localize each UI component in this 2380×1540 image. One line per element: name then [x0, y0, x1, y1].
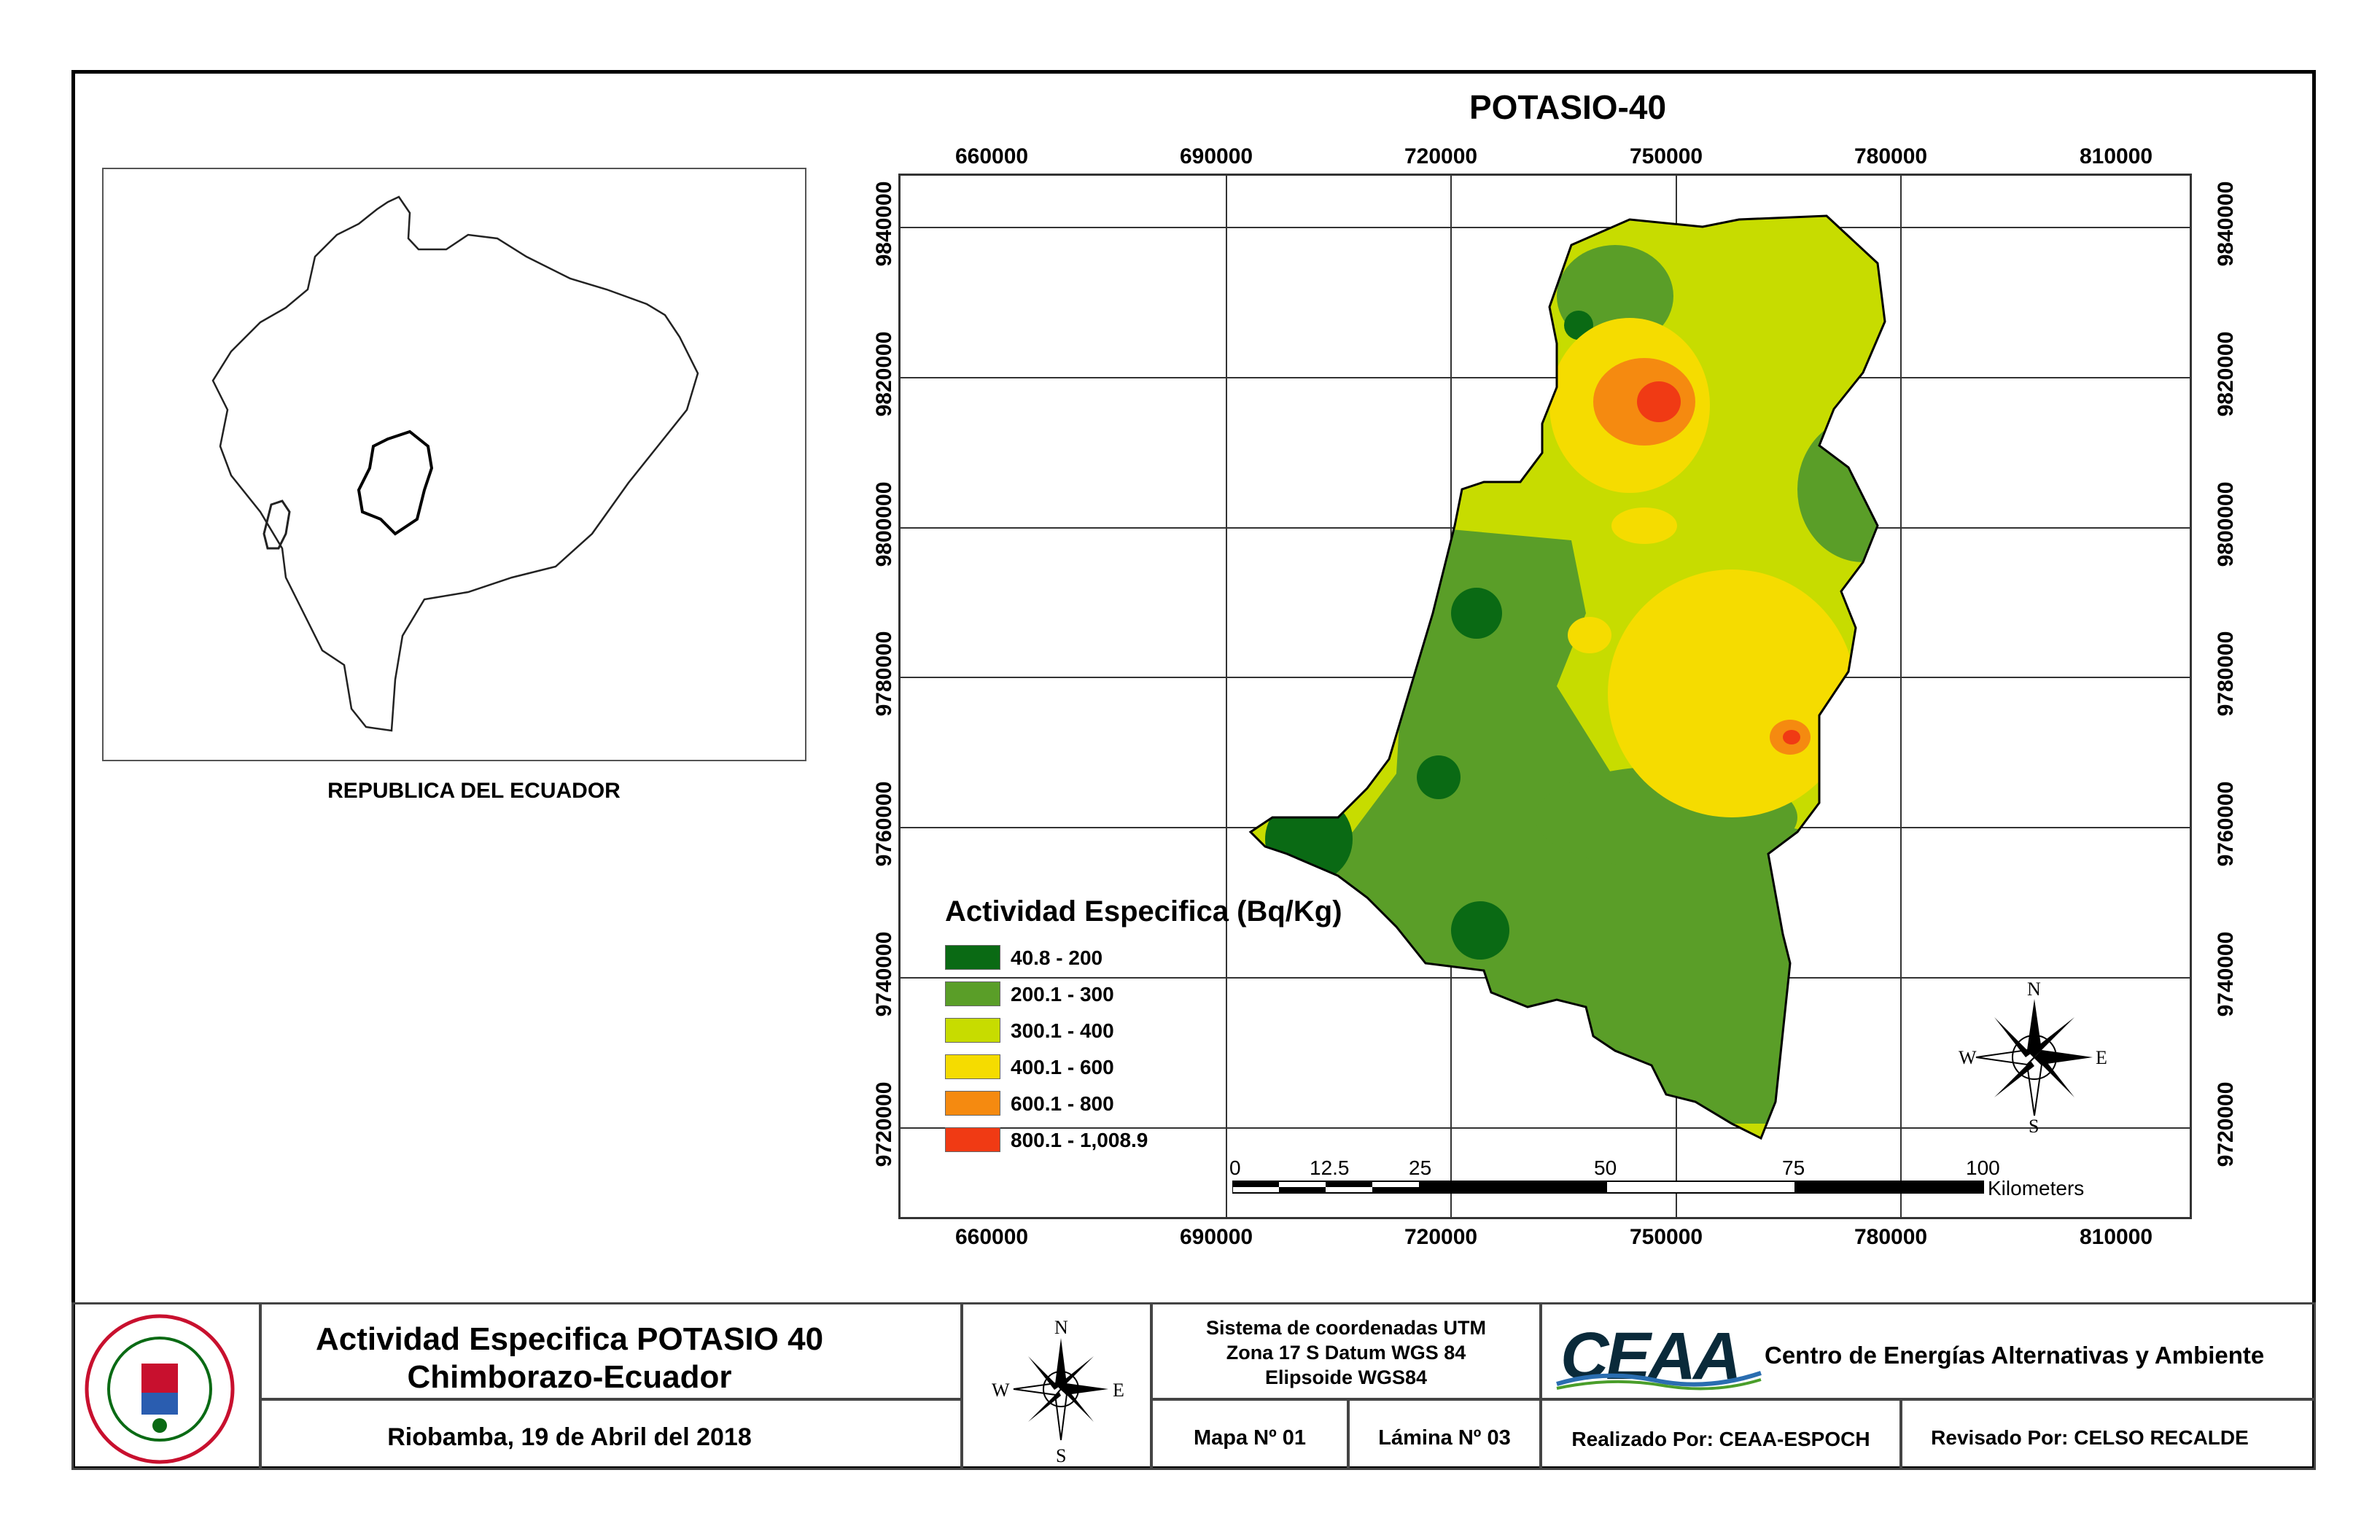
- scale-label: 12.5: [1310, 1156, 1350, 1179]
- scale-bar-graphic: [1232, 1181, 1984, 1194]
- ceaa-logo-swoosh: [1556, 1371, 1762, 1391]
- y-tick-left: 9800000: [872, 481, 896, 567]
- scale-label: 75: [1782, 1156, 1805, 1179]
- legend-label: 40.8 - 200: [1011, 946, 1103, 969]
- map-region: Chimborazo-Ecuador: [407, 1359, 732, 1395]
- sheet-number: Lámina Nº 03: [1378, 1426, 1511, 1450]
- y-tick-left: 9720000: [872, 1081, 896, 1167]
- coord-system: Sistema de coordenadas UTM: [1205, 1317, 1487, 1339]
- legend-label: 600.1 - 800: [1011, 1092, 1114, 1115]
- legend-swatch: [945, 1018, 1000, 1043]
- y-tick-left: 9780000: [872, 631, 896, 717]
- x-tick-bottom: 720000: [1404, 1225, 1478, 1249]
- x-tick-bottom: 750000: [1630, 1225, 1703, 1249]
- legend-label: 800.1 - 1,008.9: [1011, 1129, 1148, 1151]
- scale-unit: Kilometers: [1988, 1177, 2085, 1199]
- y-tick-right: 9780000: [2214, 631, 2238, 717]
- x-tick-bottom: 810000: [2080, 1225, 2153, 1249]
- compass-w: W: [1959, 1047, 1977, 1068]
- legend-swatch: [945, 1091, 1000, 1116]
- map-area: [898, 174, 2192, 1219]
- tb-compass-w: W: [992, 1380, 1010, 1401]
- y-tick-left: 9760000: [872, 781, 896, 867]
- legend-label: 300.1 - 400: [1011, 1019, 1114, 1042]
- scale-label: 25: [1409, 1156, 1432, 1179]
- x-tick-bottom: 780000: [1854, 1225, 1928, 1249]
- y-tick-right: 9760000: [2214, 781, 2238, 867]
- x-tick-top: 660000: [955, 144, 1029, 168]
- inset-caption: REPUBLICA DEL ECUADOR: [327, 779, 621, 803]
- north-arrow: N S W E: [1959, 979, 2107, 1137]
- compass-rose-icon: [1975, 999, 2093, 1116]
- title-block-compass: [1006, 1327, 1116, 1451]
- reviewed-by: Revisado Por: CELSO RECALDE: [1931, 1426, 2249, 1449]
- coord-ellipsoid: Elipsoide WGS84: [1264, 1366, 1428, 1388]
- y-tick-right: 9800000: [2214, 481, 2238, 567]
- legend-swatch: [945, 1054, 1000, 1079]
- y-tick-right: 9720000: [2214, 1081, 2238, 1167]
- scale-label: 100: [1966, 1156, 2000, 1179]
- legend-title: Actividad Especifica (Bq/Kg): [945, 895, 1342, 928]
- x-tick-bottom: 690000: [1180, 1225, 1253, 1249]
- reviewed-by-cell: [1900, 1399, 2316, 1470]
- scale-label: 50: [1594, 1156, 1617, 1179]
- legend-swatch: [945, 945, 1000, 970]
- y-tick-right: 9820000: [2214, 331, 2238, 417]
- seal-icon: [85, 1314, 235, 1464]
- ceaa-logo: CEAA: [1553, 1318, 1765, 1393]
- inset-map: [102, 168, 806, 761]
- tb-compass-n: N: [1054, 1317, 1068, 1338]
- y-tick-right: 9840000: [2214, 181, 2238, 267]
- chimborazo-highlight: [357, 429, 434, 536]
- legend-label: 400.1 - 600: [1011, 1056, 1114, 1078]
- y-tick-right: 9740000: [2214, 931, 2238, 1017]
- tb-compass-s: S: [1056, 1445, 1067, 1466]
- x-tick-bottom: 660000: [955, 1225, 1029, 1249]
- x-tick-top: 690000: [1180, 144, 1253, 168]
- grid-and-raster: [901, 176, 2190, 1217]
- scale-label: 0: [1229, 1156, 1241, 1179]
- map-date: Riobamba, 19 de Abril del 2018: [387, 1423, 752, 1451]
- legend-swatch: [945, 981, 1000, 1006]
- tb-compass-e: E: [1113, 1380, 1124, 1401]
- x-tick-top: 810000: [2080, 144, 2153, 168]
- compass-n: N: [2027, 979, 2041, 1000]
- compass-rose-icon: [1013, 1338, 1108, 1441]
- compass-s: S: [2029, 1116, 2039, 1137]
- legend-swatch: [945, 1127, 1000, 1152]
- made-by: Realizado Por: CEAA-ESPOCH: [1571, 1428, 1870, 1450]
- x-tick-top: 780000: [1854, 144, 1928, 168]
- org-name: Centro de Energías Alternativas y Ambien…: [1765, 1342, 2265, 1369]
- map-number: Mapa Nº 01: [1193, 1426, 1307, 1450]
- ecuador-outline: [211, 195, 699, 732]
- y-tick-left: 9820000: [872, 331, 896, 417]
- x-tick-top: 720000: [1404, 144, 1478, 168]
- map-subject: Actividad Especifica POTASIO 40: [315, 1321, 824, 1357]
- y-tick-left: 9840000: [872, 181, 896, 267]
- coord-datum: Zona 17 S Datum WGS 84: [1226, 1342, 1466, 1364]
- y-tick-left: 9740000: [872, 931, 896, 1017]
- map-title: POTASIO-40: [1469, 88, 1667, 126]
- x-tick-top: 750000: [1630, 144, 1703, 168]
- province-outline: [1248, 214, 1886, 1140]
- legend-label: 200.1 - 300: [1011, 983, 1114, 1006]
- institution-seal: [83, 1312, 236, 1466]
- compass-e: E: [2096, 1047, 2107, 1068]
